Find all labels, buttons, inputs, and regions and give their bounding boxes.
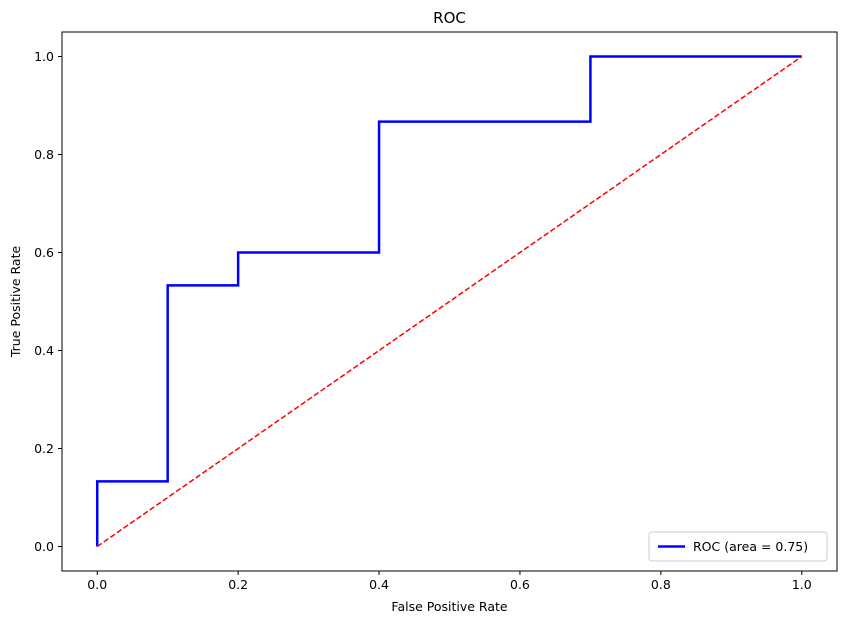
series-line-baseline [96,55,803,548]
x-tick-label: 0.4 [369,577,389,592]
x-tick-label: 1.0 [792,577,812,592]
legend-box [648,531,828,562]
axes-frame [61,31,838,572]
legend: ROC (area = 0.75) [648,531,828,562]
y-tick-label: 0.4 [34,343,54,358]
x-tick-label: 0.0 [87,577,107,592]
y-tick-label: 0.8 [34,147,54,162]
chart-title: ROC [433,9,466,27]
plot-area: 0.0 0.2 0.4 0.6 0.8 1.0 0.0 0.2 0.4 0.6 0.8 1.0 [34,31,838,592]
y-tick-label: 0.2 [34,441,54,456]
x-tick-label: 0.6 [510,577,530,592]
y-tick-label: 0.0 [34,539,54,554]
y-tick-label: 0.6 [34,245,54,260]
legend-label-roc: ROC (area = 0.75) [693,539,808,554]
series-line-roc [95,55,802,547]
x-tick-label: 0.8 [651,577,671,592]
y-tick-label: 1.0 [34,49,54,64]
x-tick-label: 0.2 [228,577,248,592]
y-axis-label: True Positive Rate [8,246,23,359]
x-axis-label: False Positive Rate [391,599,507,614]
